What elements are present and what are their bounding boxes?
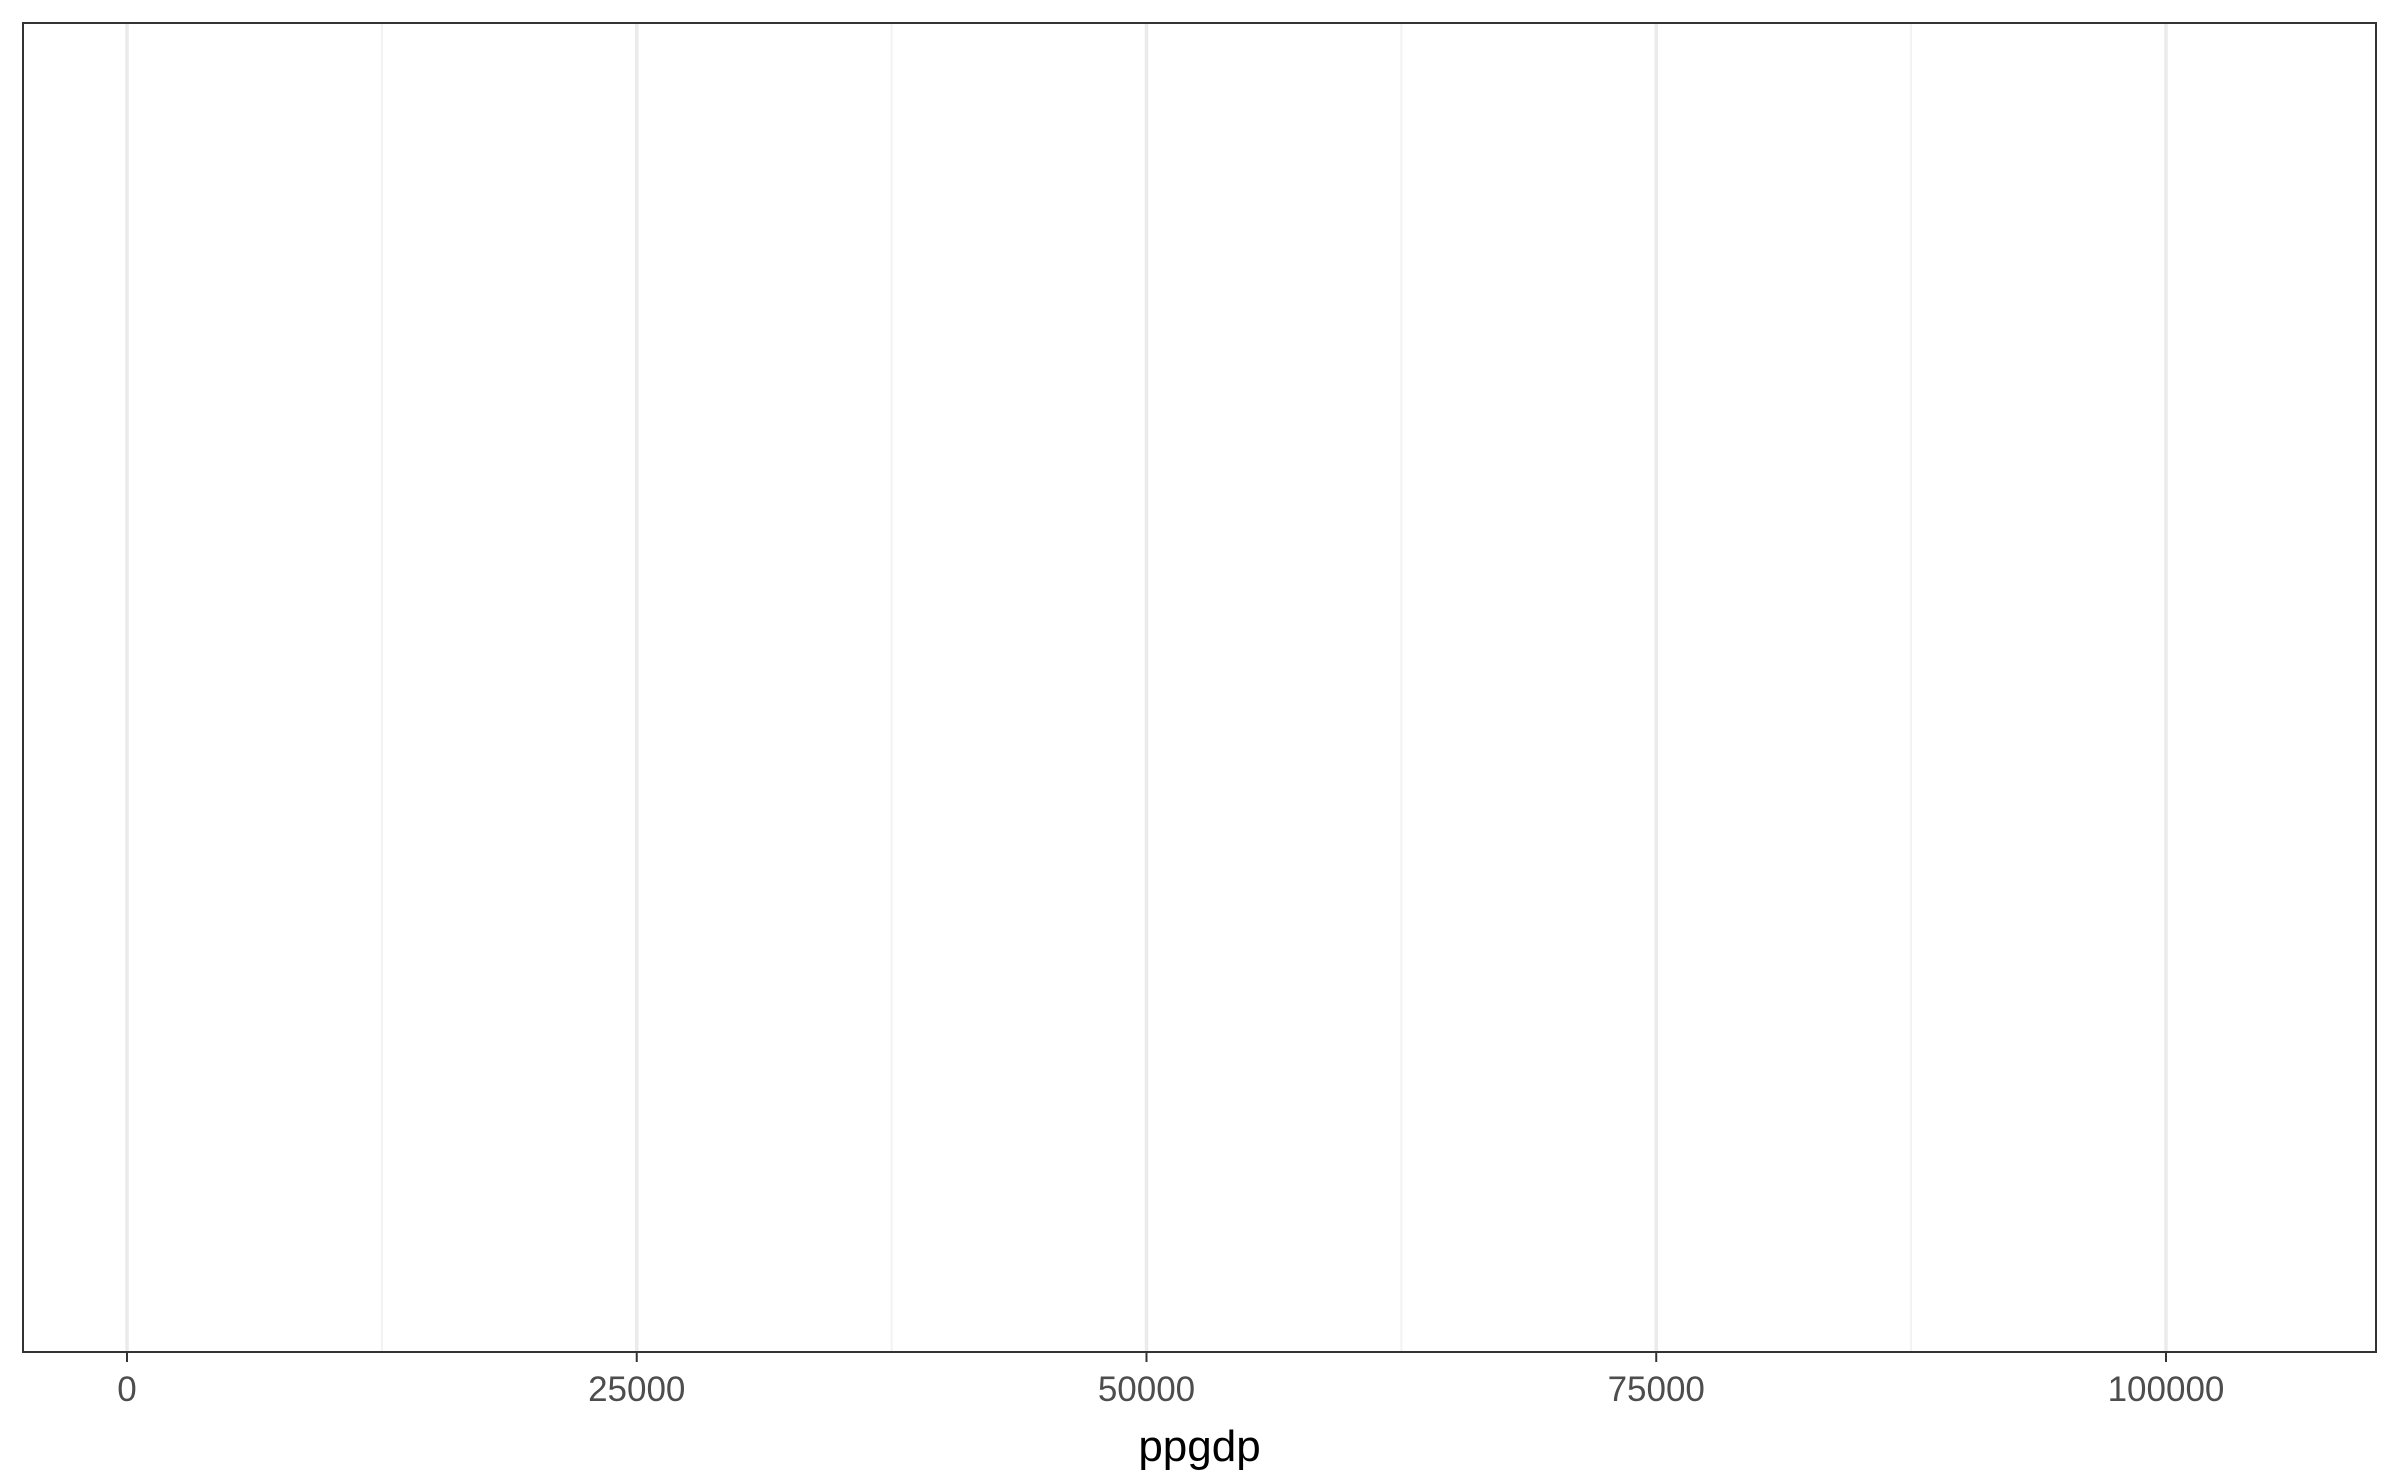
x-tick-label: 0 bbox=[117, 1370, 136, 1409]
x-axis-title: ppgdp bbox=[1138, 1422, 1260, 1471]
panel-border bbox=[22, 22, 2377, 1353]
x-tick-label: 75000 bbox=[1608, 1370, 1705, 1409]
x-tick-label: 100000 bbox=[2108, 1370, 2225, 1409]
minor-gridlines bbox=[380, 23, 1913, 1352]
x-axis-tick-labels: 0 25000 50000 75000 100000 bbox=[117, 1370, 2224, 1409]
x-tick-label: 50000 bbox=[1098, 1370, 1195, 1409]
x-axis-ticks bbox=[125, 1352, 2167, 1362]
x-tick-label: 25000 bbox=[588, 1370, 685, 1409]
major-gridlines bbox=[125, 23, 2168, 1352]
